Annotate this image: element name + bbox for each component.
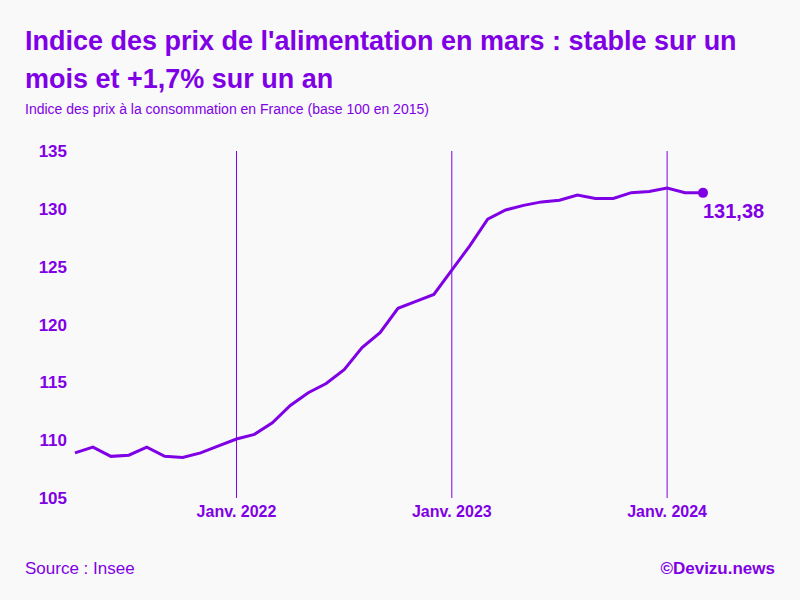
svg-text:120: 120 [39, 316, 67, 335]
html-text:Indice des prix de l'alimentat: Indice des prix de l'alimentation en mar… [25, 26, 737, 94]
svg-text:Janv. 2022: Janv. 2022 [197, 503, 277, 520]
svg-text:105: 105 [39, 489, 67, 508]
html-text:©Devizu.news: ©Devizu.news [660, 559, 775, 578]
svg-text:125: 125 [39, 258, 67, 277]
svg-text:Janv. 2024: Janv. 2024 [627, 503, 707, 520]
svg-text:115: 115 [40, 373, 67, 392]
svg-text:Janv. 2023: Janv. 2023 [412, 503, 492, 520]
svg-text:131,38: 131,38 [703, 200, 764, 222]
html-text:Source : Insee: Source : Insee [25, 559, 135, 578]
html-text:Indice des prix à la consommat: Indice des prix à la consommation en Fra… [25, 101, 429, 117]
svg-text:135: 135 [39, 142, 67, 161]
svg-text:130: 130 [39, 200, 67, 219]
svg-text:110: 110 [40, 431, 67, 450]
